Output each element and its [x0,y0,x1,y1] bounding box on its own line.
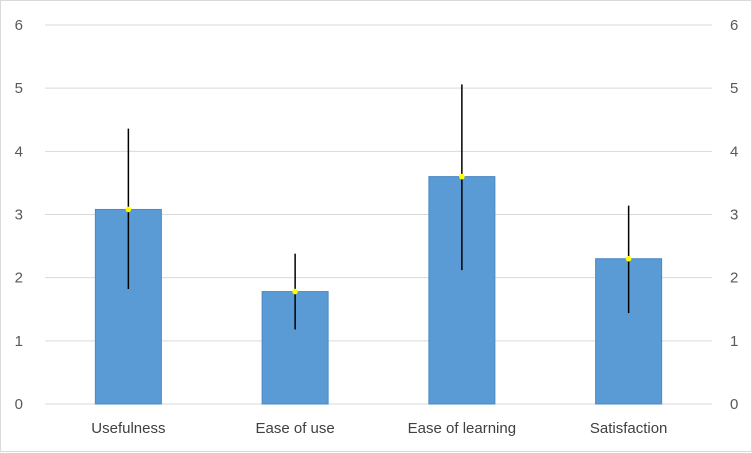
y-tick-label-right: 4 [730,143,738,160]
y-tick-label-left: 5 [15,80,23,97]
y-tick-label-left: 3 [15,207,23,224]
x-category-label: Usefulness [91,420,165,437]
y-tick-label-right: 1 [730,333,738,350]
y-tick-label-right: 2 [730,270,738,287]
x-category-label: Ease of learning [408,420,516,437]
x-category-label: Ease of use [256,420,335,437]
y-tick-label-left: 6 [15,17,23,34]
y-tick-label-left: 2 [15,270,23,287]
y-tick-label-left: 1 [15,333,23,350]
mean-marker [459,173,465,180]
y-tick-label-right: 5 [730,80,738,97]
y-tick-label-left: 0 [15,396,23,413]
mean-marker [292,288,298,295]
y-tick-label-left: 4 [15,143,23,160]
y-tick-label-right: 0 [730,396,738,413]
y-tick-label-right: 3 [730,207,738,224]
mean-marker [625,255,632,262]
mean-marker [125,206,132,213]
y-tick-label-right: 6 [730,17,738,34]
x-category-label: Satisfaction [590,420,668,437]
